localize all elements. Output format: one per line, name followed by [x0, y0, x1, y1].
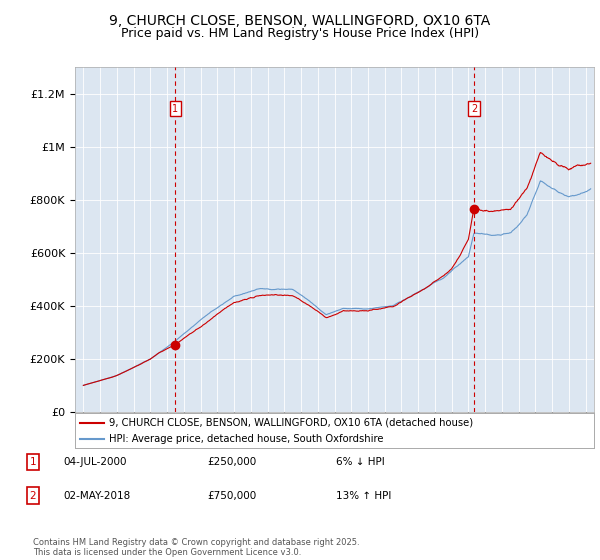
Text: 04-JUL-2000: 04-JUL-2000	[63, 457, 127, 467]
Text: HPI: Average price, detached house, South Oxfordshire: HPI: Average price, detached house, Sout…	[109, 433, 383, 444]
Text: 02-MAY-2018: 02-MAY-2018	[63, 491, 130, 501]
Text: 9, CHURCH CLOSE, BENSON, WALLINGFORD, OX10 6TA: 9, CHURCH CLOSE, BENSON, WALLINGFORD, OX…	[109, 14, 491, 28]
Text: 2: 2	[29, 491, 37, 501]
Text: Price paid vs. HM Land Registry's House Price Index (HPI): Price paid vs. HM Land Registry's House …	[121, 27, 479, 40]
Text: £250,000: £250,000	[207, 457, 256, 467]
Text: 9, CHURCH CLOSE, BENSON, WALLINGFORD, OX10 6TA (detached house): 9, CHURCH CLOSE, BENSON, WALLINGFORD, OX…	[109, 418, 473, 428]
Text: 1: 1	[29, 457, 37, 467]
Text: 6% ↓ HPI: 6% ↓ HPI	[336, 457, 385, 467]
Text: 1: 1	[172, 104, 179, 114]
Text: 13% ↑ HPI: 13% ↑ HPI	[336, 491, 391, 501]
Text: Contains HM Land Registry data © Crown copyright and database right 2025.
This d: Contains HM Land Registry data © Crown c…	[33, 538, 359, 557]
Text: £750,000: £750,000	[207, 491, 256, 501]
Text: 2: 2	[471, 104, 477, 114]
